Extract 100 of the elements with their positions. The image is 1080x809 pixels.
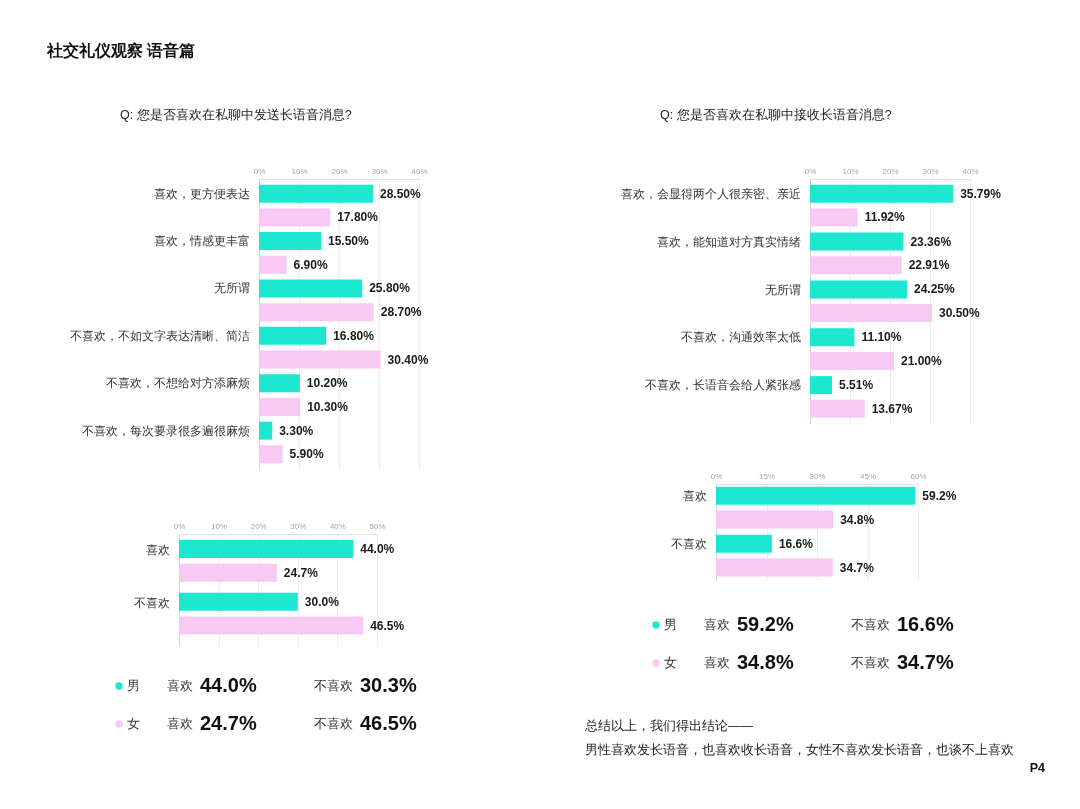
- bar: [259, 184, 373, 203]
- y-tick-label: 不喜欢，沟通效率太低: [680, 330, 801, 345]
- x-tick-label: 30%: [922, 166, 939, 176]
- bar: [810, 399, 865, 418]
- x-tick-label: 20%: [882, 166, 899, 176]
- data-label: 28.50%: [380, 186, 422, 201]
- bar: [716, 510, 834, 529]
- data-label: 5.51%: [839, 378, 874, 393]
- text: 34.8%: [737, 651, 794, 673]
- data-label: 21.00%: [901, 353, 943, 368]
- bar: [810, 232, 904, 251]
- data-label: 34.8%: [840, 512, 875, 527]
- y-tick-label: 无所谓: [213, 281, 250, 296]
- x-tick-label: 30%: [290, 521, 307, 531]
- data-label: 3.30%: [279, 423, 314, 438]
- y-tick-label: 喜欢，会显得两个人很亲密、亲近: [620, 186, 801, 201]
- data-label: 10.20%: [306, 376, 348, 391]
- text: 男性喜欢发长语音，也喜欢收长语音，女性不喜欢发长语音，也谈不上喜欢: [585, 743, 1014, 757]
- text: 不喜欢: [851, 656, 890, 670]
- data-label: 16.6%: [778, 536, 814, 551]
- data-label: 16.80%: [333, 328, 375, 343]
- y-tick-label: 喜欢: [145, 543, 170, 558]
- legend-label: 女: [127, 717, 140, 731]
- x-tick-label: 0%: [710, 471, 723, 481]
- bar: [810, 304, 932, 323]
- bar: [810, 184, 954, 203]
- text: 16.6%: [897, 613, 954, 635]
- data-label: 46.5%: [370, 618, 405, 633]
- bar: [810, 208, 858, 227]
- bar: [259, 279, 363, 298]
- data-label: 59.2%: [922, 488, 957, 503]
- bar: [259, 445, 283, 464]
- y-tick-label: 喜欢，更方便表达: [153, 186, 250, 201]
- data-label: 11.10%: [861, 330, 902, 345]
- bar: [179, 563, 277, 582]
- y-tick-label: 喜欢，情感更丰富: [153, 234, 250, 249]
- x-tick-label: 10%: [211, 521, 228, 531]
- bar: [179, 616, 364, 635]
- text: 30.3%: [360, 674, 417, 696]
- data-label: 30.0%: [304, 594, 340, 609]
- bar: [259, 208, 331, 227]
- bar: [810, 328, 855, 347]
- text: 社交礼仪观察 语音篇: [46, 40, 196, 59]
- data-label: 23.36%: [910, 234, 952, 249]
- y-tick-label: 不喜欢，每次要录很多遍很麻烦: [81, 423, 250, 438]
- bar: [716, 534, 772, 553]
- x-tick-label: 0%: [253, 166, 266, 176]
- x-tick-label: 15%: [758, 471, 776, 481]
- y-tick-label: 无所谓: [764, 282, 801, 297]
- legend-label: 女: [664, 656, 677, 670]
- text: 不喜欢: [314, 717, 353, 731]
- data-label: 22.91%: [908, 258, 950, 273]
- data-label: 24.7%: [283, 565, 319, 580]
- bar: [259, 232, 321, 251]
- x-tick-label: 0%: [804, 166, 817, 176]
- bar: [259, 421, 273, 440]
- data-label: 44.0%: [360, 542, 395, 557]
- bar: [179, 540, 354, 559]
- data-label: 24.25%: [914, 282, 956, 297]
- text: 喜欢: [167, 679, 193, 693]
- y-tick-label: 喜欢，能知道对方真实情绪: [656, 234, 801, 249]
- data-label: 30.40%: [387, 352, 429, 367]
- bar: [259, 374, 300, 393]
- data-label: 11.92%: [864, 210, 906, 225]
- x-tick-label: 20%: [331, 166, 348, 176]
- data-label: 35.79%: [960, 186, 1002, 201]
- chart-title: Q: 您是否喜欢在私聊中接收长语音消息?: [660, 107, 892, 122]
- text: 不喜欢: [314, 679, 353, 693]
- x-tick-label: 0%: [173, 521, 186, 531]
- x-tick-label: 45%: [859, 471, 877, 481]
- legend-label: 男: [127, 679, 140, 693]
- bar: [810, 376, 833, 395]
- x-tick-label: 50%: [369, 521, 386, 531]
- data-label: 6.90%: [293, 257, 328, 272]
- text: 总结以上，我们得出结论——: [584, 719, 754, 733]
- y-tick-label: 不喜欢，不想给对方添麻烦: [105, 376, 250, 391]
- x-tick-label: 20%: [250, 521, 267, 531]
- data-label: 25.80%: [369, 281, 411, 296]
- x-tick-label: 30%: [809, 471, 826, 481]
- data-label: 17.80%: [337, 210, 379, 225]
- data-label: 28.70%: [380, 305, 422, 320]
- bar: [810, 256, 902, 275]
- x-tick-label: 40%: [329, 521, 346, 531]
- text: 34.7%: [897, 651, 954, 673]
- y-tick-label: 喜欢: [682, 489, 707, 503]
- text: 59.2%: [737, 613, 794, 635]
- data-label: 30.50%: [939, 306, 981, 321]
- chart-title: Q: 您是否喜欢在私聊中发送长语音消息?: [120, 107, 352, 122]
- data-label: 34.7%: [839, 560, 875, 575]
- x-tick-label: 40%: [962, 166, 979, 176]
- bar: [259, 397, 301, 416]
- x-tick-label: 60%: [910, 471, 927, 481]
- bar: [810, 280, 907, 299]
- data-label: 5.90%: [289, 447, 324, 462]
- x-tick-label: 10%: [291, 166, 308, 176]
- y-tick-label: 不喜欢: [133, 596, 170, 611]
- y-tick-label: 不喜欢，长语音会给人紧张感: [644, 378, 801, 393]
- text: P4: [1029, 761, 1046, 775]
- text: 喜欢: [167, 717, 193, 731]
- data-label: 10.30%: [307, 399, 349, 414]
